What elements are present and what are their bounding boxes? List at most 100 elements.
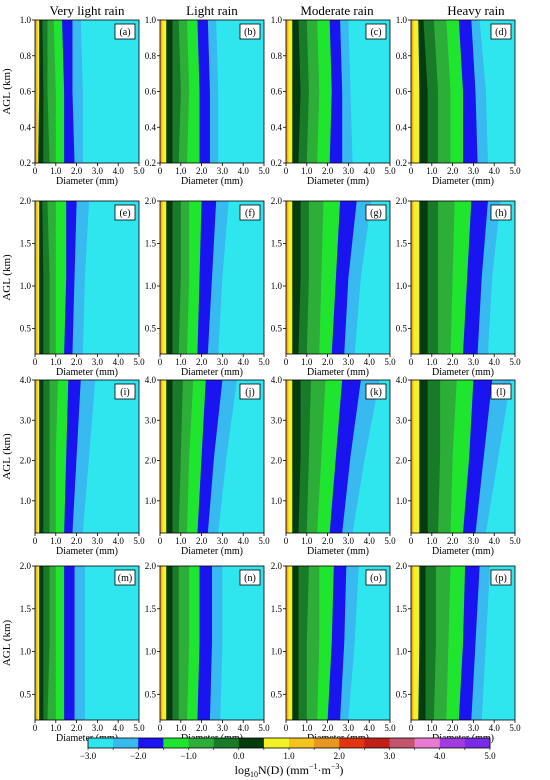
panel-label-box <box>490 23 512 40</box>
x-axis-label: Diameter (mm) <box>181 546 243 557</box>
panel-label: (e) <box>119 208 130 219</box>
panel-label-box <box>365 204 387 221</box>
y-tick-label: 0.4 <box>20 122 32 132</box>
y-tick-label: 0.6 <box>271 87 283 97</box>
y-tick-label: 1.0 <box>271 281 283 291</box>
panel-label: (i) <box>120 387 129 398</box>
panel-label-box <box>114 569 136 586</box>
x-tick-label: 2.0 <box>196 357 208 367</box>
x-tick-label: 5.0 <box>133 166 145 176</box>
x-axis-label: Diameter (mm) <box>307 546 369 557</box>
y-tick-label: 0.6 <box>145 87 157 97</box>
panel-frame <box>285 565 391 721</box>
x-tick-label: 1.0 <box>50 536 62 546</box>
column-titles: Very light rain Light rain Moderate rain… <box>49 3 505 18</box>
column-title: Heavy rain <box>447 3 505 18</box>
colorbar-tick-label: 4.0 <box>434 751 446 761</box>
panel-d: 0 1.0 2.0 3.0 4.0 5.0 Diameter (mm) 0.2 0.4 0.6 0.… <box>396 15 521 187</box>
y-tick-label: 0.5 <box>20 324 32 334</box>
x-tick-label: 3.0 <box>468 536 480 546</box>
y-tick-label: 1.5 <box>20 239 32 249</box>
x-tick-label: 1.0 <box>426 166 438 176</box>
y-tick-label: 0.8 <box>271 51 283 61</box>
y-tick-label: 4.0 <box>396 375 408 385</box>
panel-label-box <box>365 569 387 586</box>
y-tick-label: 3.0 <box>396 415 408 425</box>
x-tick-label: 0 <box>409 166 414 176</box>
x-tick-label: 1.0 <box>301 536 313 546</box>
x-tick-label: 5.0 <box>509 166 521 176</box>
x-tick-label: 2.0 <box>322 357 334 367</box>
panel-label-box <box>490 569 512 586</box>
x-tick-label: 4.0 <box>364 357 376 367</box>
y-tick-label: 0.2 <box>145 158 156 168</box>
y-tick-label: 1.5 <box>396 239 408 249</box>
y-tick-label: 0.5 <box>20 689 32 699</box>
panel-label-box <box>365 383 387 400</box>
x-tick-label: 3.0 <box>217 536 229 546</box>
panel-label-box <box>114 383 136 400</box>
y-tick-label: 0.2 <box>271 158 282 168</box>
x-tick-label: 1.0 <box>426 723 438 733</box>
x-tick-label: 0 <box>409 357 414 367</box>
y-tick-label: 0.5 <box>271 324 283 334</box>
y-tick-label: 0.5 <box>396 324 408 334</box>
contour-band <box>160 566 162 720</box>
x-tick-label: 2.0 <box>71 166 83 176</box>
x-axis-label: Diameter (mm) <box>432 546 494 557</box>
x-tick-label: 4.0 <box>489 536 501 546</box>
y-tick-label: 1.0 <box>396 281 408 291</box>
y-tick-label: 1.0 <box>271 496 283 506</box>
panel-frame <box>410 379 516 534</box>
y-tick-label: 1.5 <box>145 604 157 614</box>
colorbar-tick-label: 3.0 <box>384 751 396 761</box>
y-tick-label: 3.0 <box>271 415 283 425</box>
panel-label: (p) <box>495 573 507 584</box>
x-tick-label: 3.0 <box>92 536 104 546</box>
y-tick-label: 2.0 <box>20 456 32 466</box>
x-tick-label: 1.0 <box>175 723 187 733</box>
x-tick-label: 4.0 <box>489 166 501 176</box>
y-tick-label: 1.0 <box>271 15 283 25</box>
y-tick-label: 0.5 <box>396 689 408 699</box>
panel-c: 0 1.0 2.0 3.0 4.0 5.0 Diameter (mm) 0.2 0.4 0.6 0.… <box>271 15 396 187</box>
x-tick-label: 4.0 <box>113 166 125 176</box>
panel-frame <box>34 565 140 721</box>
panel-label-box <box>490 383 512 400</box>
x-axis-label: Diameter (mm) <box>56 546 118 557</box>
x-tick-label: 5.0 <box>509 357 521 367</box>
x-tick-label: 0 <box>158 166 163 176</box>
x-tick-label: 1.0 <box>301 357 313 367</box>
x-tick-label: 0 <box>284 536 289 546</box>
x-tick-label: 3.0 <box>343 536 355 546</box>
y-tick-label: 1.5 <box>271 239 283 249</box>
contour-band <box>286 20 288 163</box>
panel-frame <box>34 379 140 534</box>
colorbar-segment <box>113 738 139 748</box>
contour-band <box>286 201 288 354</box>
colorbar-segment <box>389 738 415 748</box>
colorbar-segment <box>439 738 466 748</box>
x-tick-label: 0 <box>33 723 38 733</box>
colorbar-segment <box>163 738 189 748</box>
x-tick-label: 3.0 <box>468 166 480 176</box>
x-tick-label: 5.0 <box>133 723 145 733</box>
panel-label: (c) <box>370 27 381 38</box>
x-tick-label: 3.0 <box>217 357 229 367</box>
y-tick-label: 0.4 <box>145 122 157 132</box>
panel-label-box <box>114 204 136 221</box>
y-tick-label: 0.8 <box>20 51 32 61</box>
y-tick-label: 0.4 <box>396 122 408 132</box>
y-tick-label: 1.0 <box>396 496 408 506</box>
x-tick-label: 5.0 <box>133 536 145 546</box>
panel-label: (a) <box>119 27 130 38</box>
panel-label: (g) <box>370 208 382 219</box>
x-tick-label: 3.0 <box>217 166 229 176</box>
contour-band <box>411 20 413 163</box>
x-tick-label: 0 <box>158 536 163 546</box>
colorbar-segment <box>238 738 265 748</box>
y-tick-label: 0.2 <box>20 158 31 168</box>
contour-band <box>35 380 37 533</box>
